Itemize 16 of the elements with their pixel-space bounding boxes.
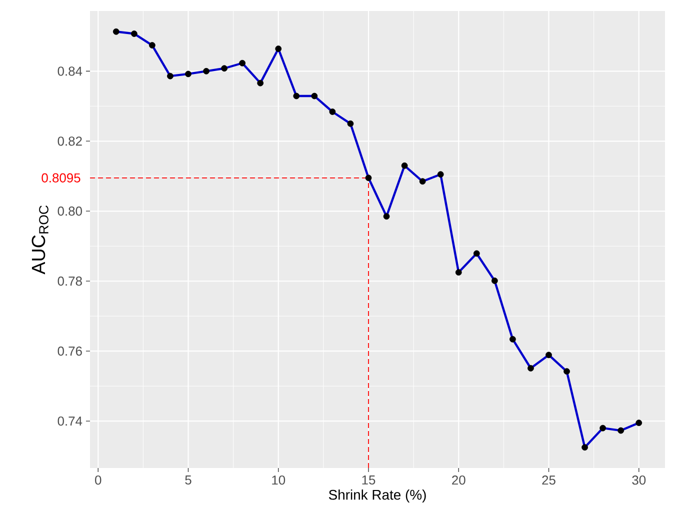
y-tick-label: 0.84	[58, 66, 82, 76]
x-axis-title: Shrink Rate (%)	[328, 490, 426, 503]
x-tick-label: 15	[362, 476, 376, 485]
y-tick-label: 0.78	[58, 276, 82, 286]
x-tick-label: 20	[452, 476, 466, 485]
x-tick-label: 10	[272, 476, 286, 485]
x-tick-label: 5	[185, 476, 192, 485]
x-tick-label: 0	[95, 476, 102, 485]
y-tick-label: 0.74	[58, 416, 82, 426]
y-tick-label: 0.76	[58, 346, 82, 356]
y-tick-label: 0.82	[58, 136, 82, 146]
x-tick-label: 25	[542, 476, 556, 485]
y-tick-label: 0.80	[58, 206, 82, 216]
y-axis-title: AUC$_{ROC}$	[32, 206, 48, 274]
x-tick-label: 30	[632, 476, 646, 485]
ref-line-label: 0.8095	[42, 173, 80, 182]
